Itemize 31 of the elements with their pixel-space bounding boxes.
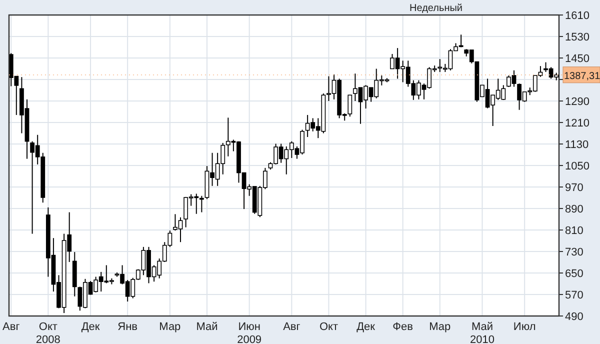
y-tick-label: 810 xyxy=(565,225,584,237)
y-tick-label: 970 xyxy=(565,182,584,194)
x-tick-label: Авг xyxy=(2,321,20,333)
x-tick-label: Дек xyxy=(356,321,376,333)
x-tick-label: Июл xyxy=(513,321,536,333)
ref-line-label: 1387,31 xyxy=(564,70,600,82)
x-tick-label: Май 2010 xyxy=(470,321,494,344)
x-tick-label: Окт 2008 xyxy=(36,321,60,344)
x-tick-label: Янв xyxy=(118,321,138,333)
y-tick-label: 1530 xyxy=(565,32,590,44)
y-tick-label: 650 xyxy=(565,268,584,280)
x-tick-label: Июн 2009 xyxy=(237,321,262,344)
y-tick-label: 1290 xyxy=(565,96,590,108)
candlestick xyxy=(199,195,204,213)
chart-title: Недельный xyxy=(410,3,462,14)
y-tick-label: 1610 xyxy=(565,10,590,22)
y-tick-label: 730 xyxy=(565,246,584,258)
y-tick-label: 490 xyxy=(565,311,584,323)
y-tick-label: 1050 xyxy=(565,160,590,172)
y-tick-label: 1210 xyxy=(565,118,590,130)
x-tick-label: Фев xyxy=(392,321,414,333)
y-tick-label: 1450 xyxy=(565,53,590,65)
x-tick-label: Дек xyxy=(81,321,100,333)
x-tick-label: Май xyxy=(196,321,218,333)
x-tick-label: Авг xyxy=(283,321,300,333)
y-tick-label: 570 xyxy=(565,290,584,302)
x-tick-label: Мар xyxy=(429,321,451,333)
y-tick-label: 1130 xyxy=(565,139,589,151)
x-tick-label: Мар xyxy=(159,321,181,333)
y-tick-label: 890 xyxy=(565,204,584,216)
x-tick-label: Окт xyxy=(319,321,338,333)
